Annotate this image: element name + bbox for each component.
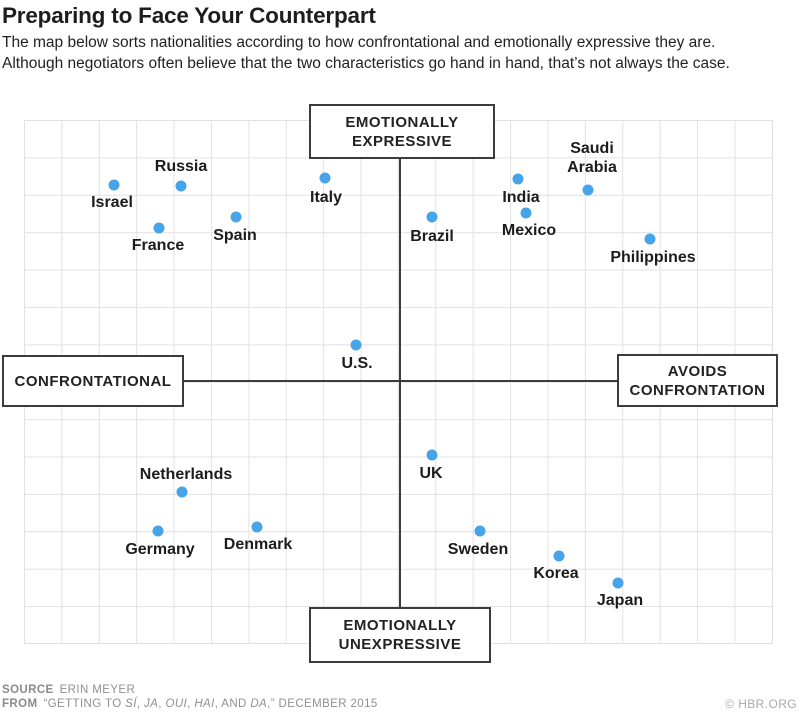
data-point-brazil <box>426 211 438 223</box>
point-label-saudi-arabia: Saudi Arabia <box>567 140 617 176</box>
point-label-u-s: U.S. <box>341 355 373 372</box>
page-subtitle: The map below sorts nationalities accord… <box>2 33 792 74</box>
point-label-russia: Russia <box>154 158 208 175</box>
from-text-segment: ,” DECEMBER 2015 <box>267 698 378 710</box>
point-label-korea: Korea <box>533 565 579 582</box>
axis-label-confrontational: CONFRONTATIONAL <box>2 355 184 407</box>
from-text-italic-word: OUI <box>165 698 188 710</box>
data-point-philippines <box>644 233 656 245</box>
from-text-italic-word: SÍ <box>125 698 137 710</box>
point-label-japan: Japan <box>596 592 644 609</box>
data-point-spain <box>230 211 242 223</box>
from-text-segment: “GETTING TO <box>43 698 126 710</box>
from-line: FROM “GETTING TO SÍ, JA, OUI, HAI, AND DA… <box>2 698 378 710</box>
data-point-netherlands <box>176 486 188 498</box>
point-label-uk: UK <box>419 465 443 482</box>
from-text-italic-word: HAI <box>194 698 215 710</box>
hbr-credit: © HBR.ORG <box>725 697 797 711</box>
point-label-spain: Spain <box>213 227 257 244</box>
point-label-israel: Israel <box>91 194 133 211</box>
source-label: SOURCE <box>2 684 54 696</box>
data-point-russia <box>175 180 187 192</box>
data-point-denmark <box>251 521 263 533</box>
data-point-germany <box>152 525 164 537</box>
data-point-u-s <box>350 339 362 351</box>
from-text: “GETTING TO SÍ, JA, OUI, HAI, AND DA,” D… <box>43 698 377 710</box>
data-point-japan <box>612 577 624 589</box>
source-line: SOURCE ERIN MEYER <box>2 684 378 696</box>
point-label-france: France <box>131 237 185 254</box>
source-text: ERIN MEYER <box>59 684 136 696</box>
axis-label-emotionally-unexpressive: EMOTIONALLY UNEXPRESSIVE <box>309 607 491 663</box>
data-point-saudi-arabia <box>582 184 594 196</box>
data-point-sweden <box>474 525 486 537</box>
point-label-denmark: Denmark <box>223 536 293 553</box>
point-label-india: India <box>502 189 540 206</box>
footer: SOURCE ERIN MEYER FROM “GETTING TO SÍ, JA,… <box>2 684 378 712</box>
vertical-axis-line <box>399 158 402 608</box>
subtitle-line-1: The map below sorts nationalities accord… <box>2 34 716 51</box>
from-label: FROM <box>2 698 38 710</box>
point-label-brazil: Brazil <box>410 228 454 245</box>
from-text-italic-word: JA <box>144 698 159 710</box>
point-label-mexico: Mexico <box>501 222 557 239</box>
from-text-italic-word: DA <box>250 698 268 710</box>
subtitle-line-2: Although negotiators often believe that … <box>2 54 730 72</box>
data-point-italy <box>319 172 331 184</box>
point-label-sweden: Sweden <box>447 541 509 558</box>
point-label-germany: Germany <box>125 541 195 558</box>
from-text-segment: , <box>158 698 166 710</box>
from-text-segment: , <box>136 698 145 710</box>
data-point-korea <box>553 550 565 562</box>
point-label-philippines: Philippines <box>610 249 696 266</box>
from-text-segment: , <box>187 698 195 710</box>
axis-label-avoids-confrontation: AVOIDS CONFRONTATION <box>617 354 778 407</box>
data-point-mexico <box>520 207 532 219</box>
data-point-uk <box>426 449 438 461</box>
data-point-france <box>153 222 165 234</box>
point-label-italy: Italy <box>309 189 343 206</box>
data-point-israel <box>108 179 120 191</box>
from-text-segment: , AND <box>214 698 251 710</box>
point-label-netherlands: Netherlands <box>139 466 233 483</box>
axis-label-emotionally-expressive: EMOTIONALLY EXPRESSIVE <box>309 104 495 159</box>
data-point-india <box>512 173 524 185</box>
page-title: Preparing to Face Your Counterpart <box>2 3 376 28</box>
